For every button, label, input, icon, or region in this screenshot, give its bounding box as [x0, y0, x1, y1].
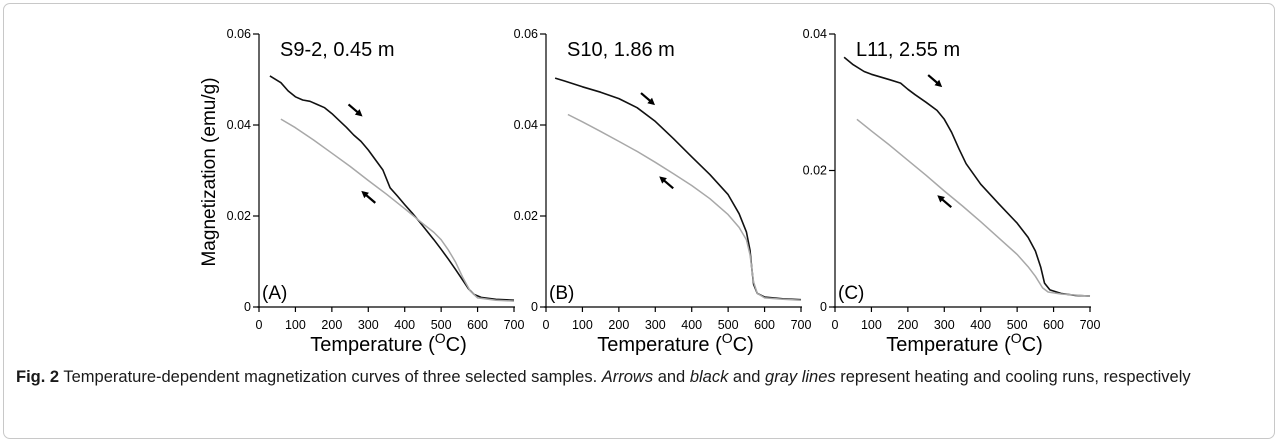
panel-label: (B) [549, 283, 574, 304]
x-tick-label: 500 [1007, 318, 1028, 332]
y-tick-label: 0.04 [514, 118, 538, 132]
y-tick-label: 0 [820, 300, 827, 314]
x-tick-label: 600 [1043, 318, 1064, 332]
heating-arrow [347, 103, 363, 117]
x-tick-label: 100 [285, 318, 306, 332]
y-tick-label: 0.02 [227, 209, 251, 223]
x-tick-label: 200 [897, 318, 918, 332]
cooling-arrow [937, 195, 953, 209]
y-tick-label: 0.02 [803, 164, 827, 178]
chart-panel-3: 0 100 200 300 400 500 600 700 0 0.02 0.04 L11, 2.55… [803, 27, 1101, 356]
cooling-curve [567, 113, 802, 301]
x-tick-label: 300 [645, 318, 666, 332]
x-tick-label: 300 [934, 318, 955, 332]
x-tick-label: 700 [1080, 318, 1101, 332]
x-tick-label: 200 [321, 318, 342, 332]
x-axis-label: Temperature (OC) [310, 330, 467, 356]
x-tick-label: 600 [467, 318, 488, 332]
x-tick-label: 100 [572, 318, 593, 332]
x-tick-label: 500 [718, 318, 739, 332]
x-tick-label: 600 [754, 318, 775, 332]
x-tick-label: 400 [394, 318, 415, 332]
x-tick-label: 300 [358, 318, 379, 332]
chart-panel-1: 0 100 200 300 400 500 600 700 0 0.02 0.04 0.06 S9-2,… [227, 27, 525, 356]
heating-curve [269, 75, 515, 301]
panel-label: (C) [838, 283, 864, 304]
heating-arrow [640, 92, 655, 106]
figure-caption: Fig. 2 Temperature-dependent magnetizati… [16, 365, 1251, 389]
panel-label: (A) [262, 283, 287, 304]
y-tick-label: 0.06 [227, 27, 251, 41]
x-tick-label: 0 [832, 318, 839, 332]
x-tick-label: 700 [791, 318, 812, 332]
panel-title: L11, 2.55 m [856, 39, 960, 61]
x-tick-label: 200 [608, 318, 629, 332]
x-axis-label: Temperature (OC) [886, 330, 1043, 356]
caption-label: Fig. 2 [16, 368, 60, 386]
figure-svg: 0 100 200 300 400 500 600 700 0 0.02 0.04 0.06 S9-2,… [199, 27, 1101, 356]
y-axis-label: Magnetization (emu/g) [199, 77, 220, 266]
heating-arrow [927, 74, 943, 88]
y-tick-label: 0.04 [227, 118, 251, 132]
y-tick-label: 0 [531, 300, 538, 314]
panel-title: S10, 1.86 m [567, 39, 675, 61]
cooling-curve [856, 118, 1091, 297]
x-tick-label: 500 [431, 318, 452, 332]
heating-curve [843, 56, 1091, 297]
chart-panel-2: 0 100 200 300 400 500 600 700 0 0.02 0.04 0.06 S10, … [514, 27, 812, 356]
x-tick-label: 400 [681, 318, 702, 332]
x-axis-label: Temperature (OC) [597, 330, 754, 356]
cooling-arrow [361, 190, 377, 204]
x-tick-label: 400 [970, 318, 991, 332]
caption-gray: gray lines [765, 368, 836, 386]
caption-black: black [689, 368, 729, 386]
figure-frame [3, 3, 1275, 439]
y-tick-label: 0.02 [514, 209, 538, 223]
x-tick-label: 0 [256, 318, 263, 332]
heating-curve [554, 77, 802, 301]
x-tick-label: 100 [861, 318, 882, 332]
y-tick-label: 0 [244, 300, 251, 314]
y-tick-label: 0.04 [803, 27, 827, 41]
y-tick-label: 0.06 [514, 27, 538, 41]
caption-text-4: represent heating and cooling runs, resp… [835, 368, 1191, 386]
x-tick-label: 0 [543, 318, 550, 332]
x-tick-label: 700 [504, 318, 525, 332]
cooling-arrow [659, 176, 674, 190]
caption-text-1: Temperature-dependent magnetization curv… [59, 368, 602, 386]
caption-text-2: and [653, 368, 690, 386]
panel-title: S9-2, 0.45 m [280, 39, 395, 61]
caption-text-3: and [728, 368, 766, 386]
cooling-curve [280, 118, 515, 302]
caption-arrows: Arrows [601, 368, 654, 386]
